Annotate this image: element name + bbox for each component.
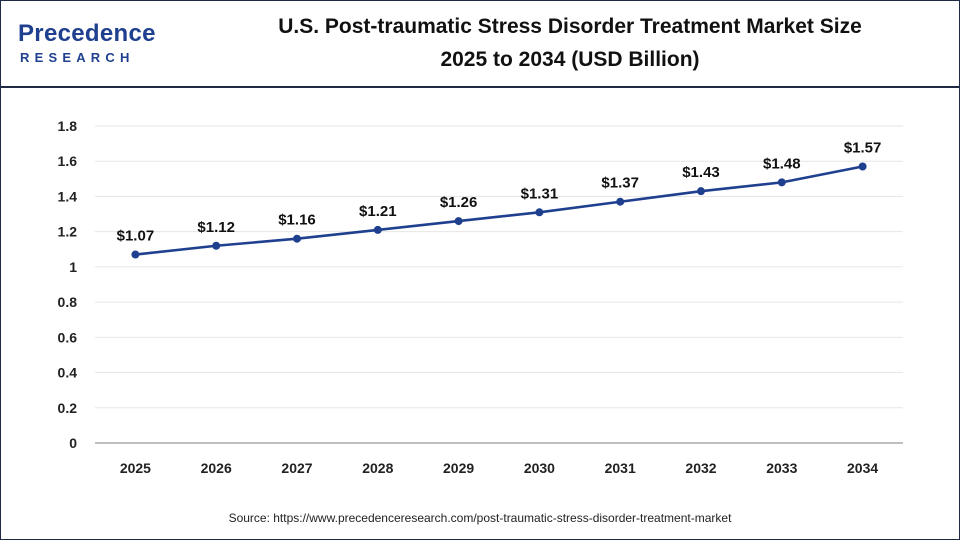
header: Precedence RESEARCH U.S. Post-traumatic … (0, 0, 960, 88)
x-tick-label: 2034 (847, 460, 878, 476)
data-point (697, 187, 705, 196)
series-line (134, 165, 864, 256)
y-tick-label: 1.8 (58, 118, 78, 134)
data-point (293, 234, 301, 243)
y-tick-label: 0.2 (58, 400, 78, 416)
brand-name: Precedence (18, 20, 156, 47)
x-tick-label: 2030 (524, 460, 555, 476)
data-label: $1.31 (521, 185, 559, 202)
y-tick-label: 1.6 (58, 153, 78, 169)
x-tick-label: 2028 (362, 460, 393, 476)
y-tick-label: 1.2 (58, 224, 78, 240)
y-tick-label: 0 (69, 435, 77, 451)
data-label: $1.48 (763, 155, 801, 172)
chart-title: U.S. Post-traumatic Stress Disorder Trea… (200, 10, 940, 76)
data-point (373, 225, 382, 234)
y-tick-label: 0.4 (58, 365, 78, 381)
data-point (535, 208, 544, 217)
x-tick-label: 2029 (443, 460, 474, 476)
x-tick-label: 2026 (201, 460, 232, 476)
data-point (454, 217, 463, 226)
y-tick-label: 1 (69, 259, 77, 275)
source-note: Source: https://www.precedenceresearch.c… (228, 511, 732, 525)
x-tick-label: 2027 (281, 460, 312, 476)
chart-title-line1: U.S. Post-traumatic Stress Disorder Trea… (278, 15, 862, 38)
data-label: $1.12 (197, 219, 235, 236)
brand-logo: Precedence RESEARCH (14, 14, 164, 65)
brand-sub: RESEARCH (20, 50, 135, 65)
y-tick-label: 0.6 (58, 329, 78, 345)
x-tick-label: 2032 (685, 460, 716, 476)
data-label: $1.07 (117, 228, 155, 245)
data-label: $1.43 (682, 164, 720, 181)
data-label: $1.16 (278, 212, 316, 229)
data-label: $1.57 (844, 140, 882, 157)
data-point (858, 162, 867, 171)
x-tick-label: 2025 (120, 460, 151, 476)
data-label: $1.21 (359, 203, 397, 220)
data-label: $1.26 (440, 194, 478, 211)
data-point (777, 178, 786, 187)
chart-title-line2: 2025 to 2034 (USD Billion) (440, 48, 700, 71)
y-tick-label: 0.8 (58, 294, 78, 310)
data-point (212, 241, 221, 250)
y-tick-label: 1.4 (58, 188, 78, 204)
x-tick-label: 2031 (605, 460, 636, 476)
data-point (131, 250, 140, 259)
x-tick-label: 2033 (766, 460, 797, 476)
data-point (616, 197, 625, 206)
data-label: $1.37 (601, 175, 639, 192)
